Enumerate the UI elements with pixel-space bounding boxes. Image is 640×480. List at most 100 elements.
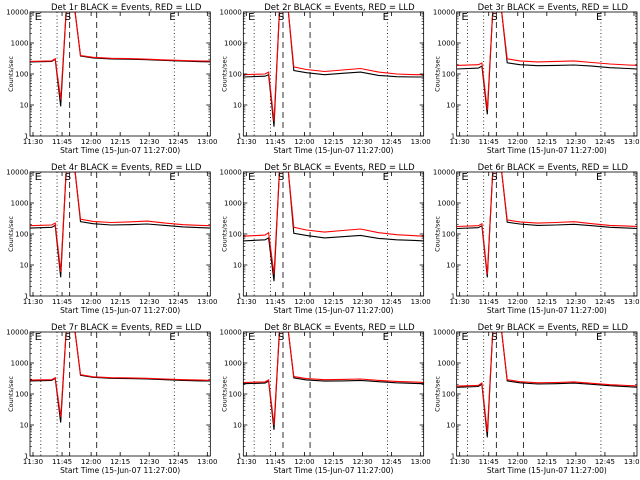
x-tick-label: 11:45	[265, 298, 285, 306]
detector-panel: Det 6r BLACK = Events, RED = LLD 1 10 100 10…	[433, 163, 640, 315]
x-axis-label: Start Time (15-Jun-07 11:27:00)	[273, 466, 393, 475]
panel-title: Det 6r BLACK = Events, RED = LLD	[478, 163, 629, 173]
y-tick-label: 1	[237, 133, 241, 141]
time-marker-label: E	[35, 12, 41, 23]
lld-series-line	[456, 172, 637, 275]
y-tick-label: 10	[446, 262, 455, 270]
y-tick-label: 10000	[6, 9, 28, 17]
y-tick-label: 10000	[220, 329, 242, 337]
x-axis-label: Start Time (15-Jun-07 11:27:00)	[60, 146, 180, 155]
y-tick-label: 100	[15, 71, 28, 79]
time-marker-label: E	[169, 332, 175, 343]
y-tick-label: 1	[24, 293, 28, 301]
detector-panel: Det 4r BLACK = Events, RED = LLD 1 10 100 10…	[6, 163, 217, 315]
detector-panel: Det 3r BLACK = Events, RED = LLD 1 10 100 10…	[433, 3, 640, 155]
x-axis-label: Start Time (15-Jun-07 11:27:00)	[273, 306, 393, 315]
panel-title: Det 7r BLACK = Events, RED = LLD	[51, 323, 202, 333]
y-tick-label: 10000	[433, 9, 455, 17]
x-tick-label: 12:15	[537, 138, 557, 146]
x-tick-label: 11:30	[450, 458, 470, 466]
time-marker-label: E	[596, 172, 602, 183]
lld-series-line	[456, 332, 637, 432]
lld-series-line	[30, 332, 211, 418]
x-tick-label: 12:45	[382, 138, 402, 146]
detector-panel: Det 8r BLACK = Events, RED = LLD 1 10 100 10…	[220, 323, 431, 475]
x-tick-label: 11:45	[479, 138, 499, 146]
x-tick-label: 12:30	[352, 458, 372, 466]
time-marker-label: E	[383, 12, 389, 23]
detector-panel: Det 2r BLACK = Events, RED = LLD 1 10 100 10…	[220, 3, 431, 155]
detector-panel: Det 7r BLACK = Events, RED = LLD 1 10 100 10…	[6, 323, 217, 475]
time-marker-label: E	[248, 332, 254, 343]
x-tick-label: 12:15	[110, 138, 130, 146]
x-tick-label: 11:30	[23, 138, 43, 146]
y-tick-label: 10	[233, 102, 242, 110]
x-tick-label: 12:00	[81, 458, 101, 466]
x-tick-label: 12:15	[323, 458, 343, 466]
time-marker-label: E	[596, 332, 602, 343]
x-axis-label: Start Time (15-Jun-07 11:27:00)	[487, 466, 607, 475]
y-tick-label: 100	[228, 231, 241, 239]
y-tick-label: 1000	[11, 200, 29, 208]
time-marker-label: S	[491, 12, 497, 23]
y-axis-label: Counts/sec	[7, 56, 15, 92]
y-tick-label: 1	[24, 133, 28, 141]
y-tick-label: 10	[233, 422, 242, 430]
events-series-line	[456, 12, 637, 115]
y-axis-label: Counts/sec	[220, 376, 228, 412]
y-tick-label: 100	[442, 391, 455, 399]
x-axis-label: Start Time (15-Jun-07 11:27:00)	[487, 306, 607, 315]
detector-panel: Det 9r BLACK = Events, RED = LLD 1 10 100 10…	[433, 323, 640, 475]
x-tick-label: 12:15	[537, 298, 557, 306]
y-tick-label: 1	[237, 293, 241, 301]
x-axis-label: Start Time (15-Jun-07 11:27:00)	[60, 306, 180, 315]
x-tick-label: 11:45	[265, 138, 285, 146]
lld-series-line	[243, 12, 424, 122]
time-marker-label: S	[278, 332, 284, 343]
x-tick-label: 12:00	[81, 138, 101, 146]
panel-title: Det 1r BLACK = Events, RED = LLD	[51, 3, 202, 13]
x-tick-label: 11:45	[479, 298, 499, 306]
y-axis-label: Counts/sec	[7, 376, 15, 412]
x-tick-label: 11:30	[23, 298, 43, 306]
time-marker-label: E	[461, 332, 467, 343]
y-tick-label: 100	[228, 71, 241, 79]
time-marker-label: E	[596, 12, 602, 23]
y-tick-label: 1	[451, 293, 455, 301]
x-tick-label: 12:45	[595, 138, 615, 146]
x-tick-label: 11:30	[23, 458, 43, 466]
y-axis-label: Counts/sec	[434, 216, 442, 252]
time-marker-label: S	[278, 12, 284, 23]
y-tick-label: 10	[20, 102, 29, 110]
x-tick-label: 11:45	[52, 298, 72, 306]
time-marker-label: E	[383, 332, 389, 343]
y-tick-label: 10	[446, 422, 455, 430]
time-marker-label: E	[35, 172, 41, 183]
x-tick-label: 12:15	[110, 298, 130, 306]
x-tick-label: 12:30	[139, 298, 159, 306]
y-tick-label: 10	[446, 102, 455, 110]
x-tick-label: 12:15	[110, 458, 130, 466]
x-tick-label: 11:45	[52, 138, 72, 146]
y-tick-label: 1000	[11, 40, 29, 48]
x-tick-label: 12:15	[323, 298, 343, 306]
x-tick-label: 12:45	[168, 298, 188, 306]
y-tick-label: 1	[451, 133, 455, 141]
x-tick-label: 11:30	[450, 298, 470, 306]
panel-title: Det 5r BLACK = Events, RED = LLD	[264, 163, 415, 173]
y-axis-label: Counts/sec	[434, 376, 442, 412]
panel-title: Det 8r BLACK = Events, RED = LLD	[264, 323, 415, 333]
x-tick-label: 12:45	[595, 458, 615, 466]
x-tick-label: 13:00	[411, 138, 431, 146]
detector-panel: Det 1r BLACK = Events, RED = LLD 1 10 100 10…	[6, 3, 217, 155]
x-tick-label: 12:30	[566, 138, 586, 146]
x-tick-label: 12:00	[294, 138, 314, 146]
events-series-line	[243, 172, 424, 282]
y-tick-label: 10000	[6, 329, 28, 337]
x-tick-label: 13:00	[197, 138, 217, 146]
y-tick-label: 10	[233, 262, 242, 270]
y-tick-label: 1	[451, 453, 455, 461]
x-tick-label: 13:00	[197, 298, 217, 306]
y-tick-label: 10000	[6, 169, 28, 177]
